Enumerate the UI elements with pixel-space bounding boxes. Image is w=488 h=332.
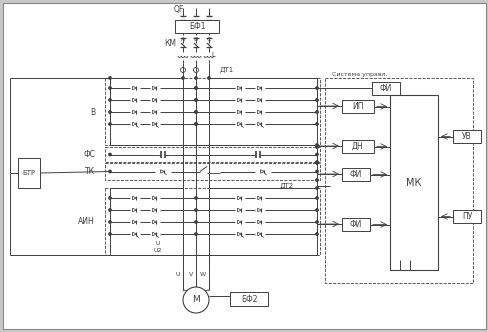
Circle shape: [315, 197, 318, 199]
Circle shape: [194, 111, 197, 113]
Circle shape: [194, 123, 197, 125]
Circle shape: [108, 77, 111, 79]
Text: ФС: ФС: [83, 150, 95, 159]
Circle shape: [315, 99, 318, 101]
Text: Система управл.: Система управл.: [331, 71, 387, 76]
Text: U: U: [175, 273, 180, 278]
Circle shape: [108, 87, 111, 89]
Circle shape: [194, 221, 197, 223]
Circle shape: [207, 77, 210, 79]
Circle shape: [108, 123, 111, 125]
Circle shape: [194, 111, 197, 113]
Circle shape: [315, 170, 318, 173]
Circle shape: [108, 233, 111, 235]
Bar: [105, 147, 319, 162]
Text: L: L: [211, 52, 215, 58]
Circle shape: [108, 99, 111, 101]
Text: U2: U2: [153, 247, 162, 253]
Text: ФИ: ФИ: [349, 170, 362, 179]
Text: УВ: УВ: [461, 132, 471, 141]
Bar: [105, 163, 319, 180]
Bar: [371, 82, 399, 95]
Text: БФ1: БФ1: [188, 22, 205, 31]
Bar: [341, 140, 373, 153]
Circle shape: [194, 197, 197, 199]
Circle shape: [183, 287, 208, 313]
Bar: [325, 78, 472, 283]
Text: АИН: АИН: [78, 217, 95, 226]
Circle shape: [315, 153, 318, 156]
Circle shape: [194, 87, 197, 89]
Text: ИП: ИП: [351, 102, 363, 111]
Circle shape: [315, 233, 318, 235]
Circle shape: [315, 146, 318, 148]
Circle shape: [315, 221, 318, 223]
Text: ДТ2: ДТ2: [280, 183, 293, 189]
Bar: [389, 95, 437, 270]
Circle shape: [194, 123, 197, 125]
Circle shape: [194, 209, 197, 211]
Text: U: U: [156, 240, 160, 245]
Circle shape: [194, 77, 197, 79]
Bar: [341, 100, 373, 113]
Text: C: C: [206, 37, 211, 42]
Circle shape: [108, 197, 111, 199]
Circle shape: [315, 179, 318, 181]
Text: БФ2: БФ2: [240, 294, 257, 303]
Circle shape: [315, 87, 318, 89]
Text: B: B: [193, 37, 198, 42]
Bar: [341, 168, 369, 181]
Bar: [341, 218, 369, 231]
Circle shape: [315, 161, 318, 163]
Bar: [18, 158, 40, 188]
Bar: [105, 78, 319, 145]
Circle shape: [315, 144, 318, 146]
Bar: [452, 210, 480, 223]
Circle shape: [108, 111, 111, 113]
Circle shape: [108, 209, 111, 211]
Circle shape: [194, 233, 197, 235]
Text: ПУ: ПУ: [461, 212, 471, 221]
Bar: [229, 292, 267, 306]
Text: МК: МК: [406, 178, 421, 188]
Text: ТК: ТК: [85, 167, 95, 176]
Circle shape: [108, 170, 111, 173]
Text: ДТ1: ДТ1: [220, 67, 234, 73]
Circle shape: [194, 99, 197, 101]
Bar: [175, 20, 219, 33]
Circle shape: [194, 99, 197, 101]
Circle shape: [315, 187, 318, 189]
Text: БТР: БТР: [22, 170, 36, 176]
Circle shape: [315, 123, 318, 125]
Circle shape: [108, 221, 111, 223]
Bar: [105, 188, 319, 255]
Circle shape: [108, 153, 111, 156]
Circle shape: [194, 87, 197, 89]
Text: W: W: [200, 273, 205, 278]
Circle shape: [182, 77, 184, 79]
Text: ФИ: ФИ: [379, 84, 391, 93]
Text: В: В: [90, 108, 95, 117]
Text: КМ: КМ: [163, 39, 176, 47]
Text: ФИ: ФИ: [349, 220, 362, 229]
Text: V: V: [188, 273, 193, 278]
Text: QF: QF: [174, 5, 184, 14]
Bar: [452, 130, 480, 143]
Circle shape: [315, 209, 318, 211]
Text: ДН: ДН: [351, 142, 363, 151]
Circle shape: [315, 111, 318, 113]
Text: М: М: [192, 295, 200, 304]
Text: A: A: [181, 37, 185, 42]
Circle shape: [315, 162, 318, 164]
